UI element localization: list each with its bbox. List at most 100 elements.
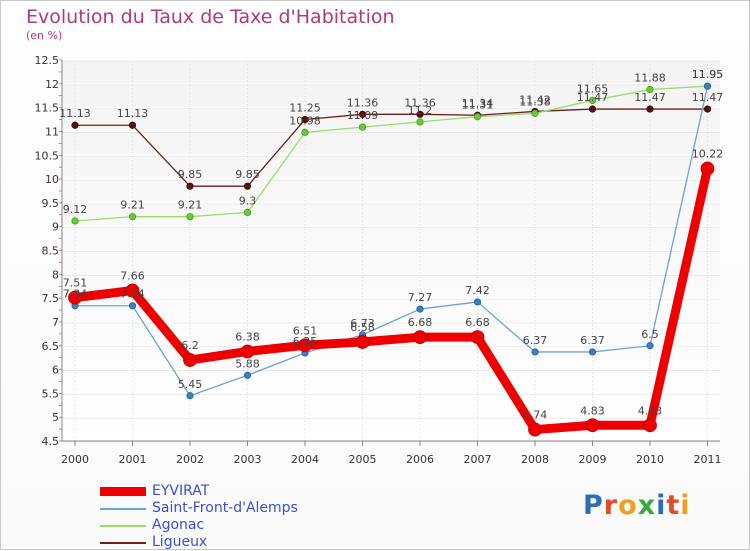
legend-item-ligueux: Ligueux (100, 534, 298, 551)
data-label-eyvirat: 6.2 (181, 339, 199, 352)
legend-item-saint-front: Saint-Front-d'Alemps (100, 500, 298, 517)
y-axis-unit-label: (en %) (26, 29, 63, 42)
data-point-ligueux (186, 182, 194, 190)
data-label-ligueux: 9.85 (178, 168, 203, 181)
y-tick-label: 6.5 (42, 340, 60, 353)
y-tick-label: 10 (45, 173, 59, 186)
legend-label-ligueux: Ligueux (152, 534, 208, 550)
data-label-eyvirat: 7.51 (63, 277, 88, 290)
data-point-agonac (588, 96, 597, 105)
data-label-saint-front: 6.5 (641, 328, 659, 341)
data-point-ligueux (646, 105, 654, 113)
x-tick-label: 2011 (694, 453, 722, 466)
data-point-eyvirat (68, 290, 82, 305)
series-line-eyvirat (70, 164, 712, 435)
data-point-agonac (358, 123, 367, 131)
data-label-agonac: 11.31 (462, 99, 494, 112)
data-label-ligueux: 11.13 (59, 107, 91, 120)
x-tick-label: 2009 (579, 453, 607, 466)
data-point-eyvirat (125, 283, 140, 298)
x-tick-label: 2007 (464, 453, 492, 466)
y-tick-label: 4.5 (42, 435, 60, 448)
data-label-eyvirat: 10.22 (692, 148, 724, 161)
data-label-saint-front: 11.95 (692, 68, 724, 81)
data-label-agonac: 9.21 (178, 199, 203, 212)
data-label-agonac: 11.95 (692, 68, 724, 81)
data-label-ligueux: 11.47 (577, 91, 609, 104)
data-label-ligueux: 11.36 (404, 96, 436, 109)
data-point-agonac (301, 128, 309, 136)
data-label-eyvirat: 4.74 (523, 409, 548, 422)
legend-swatch-eyvirat (100, 487, 146, 496)
data-label-agonac: 11.2 (408, 104, 433, 117)
data-label-saint-front: 7.34 (63, 288, 88, 301)
data-point-ligueux (588, 105, 597, 113)
proxiti-logo: Proxiti (583, 490, 691, 521)
data-point-eyvirat (298, 338, 312, 353)
legend-label-eyvirat: EYVIRAT (152, 483, 210, 499)
data-point-agonac (243, 208, 252, 216)
data-label-agonac: 9.3 (239, 194, 257, 207)
data-label-agonac: 11.09 (347, 109, 379, 122)
data-point-ligueux (128, 121, 137, 129)
legend-label-agonac: Agonac (152, 517, 205, 533)
data-label-agonac: 9.12 (63, 203, 88, 216)
data-label-ligueux: 11.13 (117, 107, 149, 120)
legend-swatch-agonac (100, 524, 146, 527)
x-tick-label: 2010 (636, 453, 664, 466)
data-point-eyvirat (643, 418, 657, 433)
data-label-eyvirat: 7.66 (120, 270, 145, 283)
data-point-ligueux (358, 110, 367, 118)
data-point-eyvirat (240, 344, 255, 359)
data-point-ligueux (243, 182, 252, 190)
data-point-eyvirat (700, 161, 715, 176)
x-tick-label: 2003 (234, 453, 262, 466)
data-label-agonac: 11.38 (519, 95, 551, 108)
data-label-ligueux: 11.36 (347, 96, 379, 109)
data-point-eyvirat (470, 330, 485, 345)
y-tick-label: 12 (45, 78, 59, 91)
x-tick-label: 2002 (176, 453, 204, 466)
logo-letter-2: o (618, 490, 638, 521)
data-point-agonac (531, 109, 539, 117)
x-tick-label: 2000 (61, 453, 89, 466)
x-tick-label: 2001 (119, 453, 147, 466)
data-label-eyvirat: 6.58 (350, 321, 375, 334)
y-tick-label: 11 (45, 125, 59, 138)
data-label-saint-front: 5.45 (178, 378, 203, 391)
x-tick-label: 2005 (349, 453, 377, 466)
logo-letter-1: r (603, 490, 619, 521)
data-label-eyvirat: 6.68 (408, 316, 433, 329)
legend-item-eyvirat: EYVIRAT (100, 483, 298, 500)
data-point-saint-front (531, 348, 539, 356)
y-tick-label: 7 (52, 316, 59, 329)
logo-letter-5: t (666, 490, 681, 521)
data-label-eyvirat: 4.83 (580, 404, 605, 417)
data-label-eyvirat: 4.83 (638, 404, 663, 417)
x-tick-label: 2004 (291, 453, 319, 466)
series-line-ligueux (74, 108, 709, 187)
data-label-ligueux: 11.42 (519, 93, 551, 106)
data-point-saint-front (588, 348, 597, 356)
data-point-agonac (128, 213, 137, 221)
y-tick-label: 5 (52, 411, 59, 424)
data-point-saint-front (186, 392, 194, 400)
logo-letter-6: i (680, 490, 691, 521)
y-tick-label: 9 (52, 221, 59, 234)
y-tick-label: 8 (52, 268, 59, 281)
data-label-agonac: 11.65 (577, 82, 609, 95)
series-line-agonac (74, 85, 709, 222)
data-label-saint-front: 6.37 (523, 334, 548, 347)
data-label-agonac: 9.21 (120, 199, 145, 212)
data-label-agonac: 11.88 (634, 72, 666, 85)
data-point-saint-front (646, 342, 654, 350)
data-label-ligueux: 11.25 (289, 102, 321, 115)
y-tick-label: 7.5 (42, 292, 60, 305)
data-point-eyvirat (413, 330, 427, 345)
data-point-ligueux (71, 121, 79, 129)
y-tick-label: 6 (52, 364, 59, 377)
logo-letter-3: x (637, 490, 657, 521)
data-point-ligueux (703, 105, 712, 113)
data-point-eyvirat (355, 335, 370, 349)
data-label-agonac: 10.98 (289, 114, 321, 127)
